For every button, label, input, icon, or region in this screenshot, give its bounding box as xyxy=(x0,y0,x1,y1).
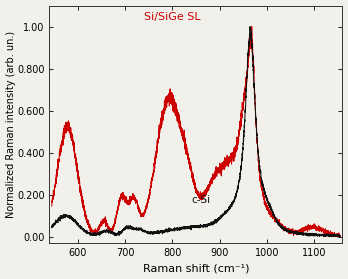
Text: c-Si: c-Si xyxy=(191,195,210,205)
X-axis label: Raman shift (cm⁻¹): Raman shift (cm⁻¹) xyxy=(143,263,249,273)
Y-axis label: Normalized Raman intensity (arb. un.): Normalized Raman intensity (arb. un.) xyxy=(6,31,16,218)
Text: Si/SiGe SL: Si/SiGe SL xyxy=(144,12,200,22)
